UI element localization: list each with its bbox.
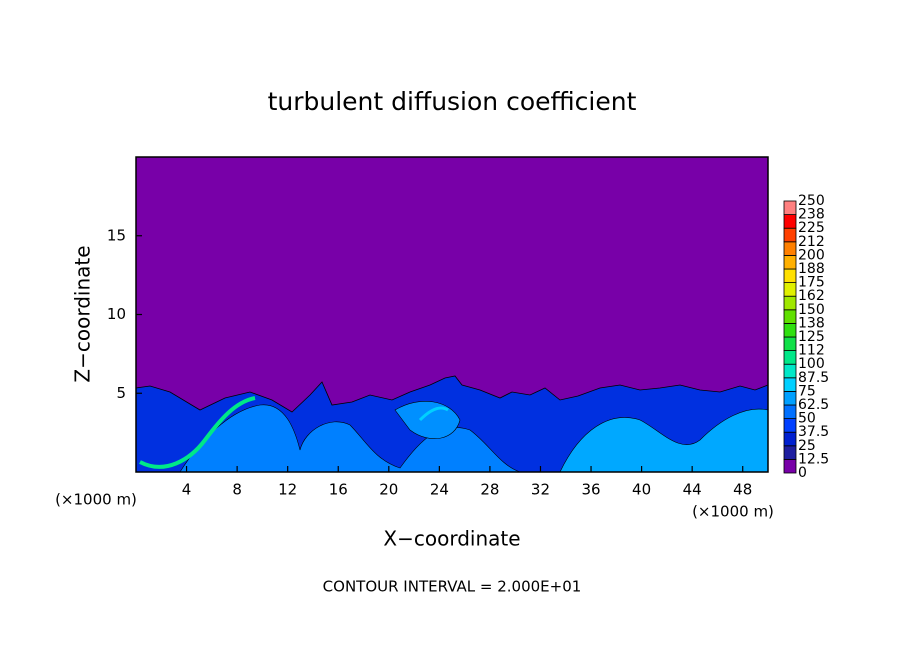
x-tick-label: 48 [733,481,752,499]
x-tick-label: 24 [430,481,449,499]
colorbar-label: 75 [798,383,816,399]
colorbar-box [783,377,797,392]
colorbar-box [783,431,797,447]
colorbar-box [783,418,797,433]
y-tick-label: 15 [107,226,126,244]
colorbar-label: 100 [798,356,825,372]
x-tick-label: 12 [278,481,297,499]
colorbar-label: 62.5 [798,397,829,413]
x-tick-label: 20 [379,481,398,499]
colorbar-box [783,227,797,243]
colorbar-label: 212 [798,234,825,250]
colorbar-box [783,404,797,420]
colorbar-box [783,214,797,229]
colorbar-box [783,309,797,324]
colorbar-box [783,390,797,406]
field-layer [179,404,521,473]
colorbar-box [783,350,797,365]
footnote: CONTOUR INTERVAL = 2.000E+01 [323,578,582,596]
x-tick-label: 16 [329,481,348,499]
colorbar-label: 238 [798,207,825,223]
colorbar-box [783,241,797,256]
colorbar-box [783,336,797,352]
field-streak [139,396,256,469]
colorbar-label: 87.5 [798,370,829,386]
colorbar-box [783,445,797,460]
x-tick-label: 4 [182,481,192,499]
colorbar-label: 225 [798,220,825,236]
colorbar-label: 175 [798,275,825,291]
colorbar-label: 37.5 [798,424,829,440]
colorbar-label: 12.5 [798,451,829,467]
y-tick-label: 5 [116,384,126,402]
field-layer [559,408,769,473]
colorbar-label: 200 [798,247,825,263]
colorbar-label: 138 [798,315,825,331]
y-unit: (×1000 m) [55,491,137,509]
colorbar-box [783,200,797,216]
field-layer [394,400,461,439]
field-streak [418,406,449,422]
x-tick-label: 36 [581,481,600,499]
y-axis-title: Z−coordinate [71,245,95,382]
x-tick-label: 28 [480,481,499,499]
colorbar-box [783,268,797,284]
x-tick-label: 44 [683,481,702,499]
x-axis-title: X−coordinate [383,527,520,551]
colorbar-label: 0 [798,465,807,481]
y-tick-label: 10 [107,305,126,323]
colorbar-box [783,282,797,297]
chart-title: turbulent diffusion coefficient [268,87,637,116]
colorbar-box [783,254,797,270]
x-unit: (×1000 m) [692,503,774,521]
colorbar-label: 188 [798,261,825,277]
field [135,157,769,473]
colorbar-box [783,322,797,338]
colorbar-label: 112 [798,343,825,359]
x-tick-label: 32 [531,481,550,499]
colorbar-label: 50 [798,411,816,427]
colorbar-label: 150 [798,302,825,318]
colorbar-label: 162 [798,288,825,304]
colorbar-box [783,458,797,474]
x-tick-label: 40 [632,481,651,499]
colorbar-box [783,363,797,379]
colorbar-label: 125 [798,329,825,345]
colorbar-label: 25 [798,438,816,454]
colorbar-label: 250 [798,193,825,209]
x-tick-label: 8 [232,481,242,499]
colorbar-box [783,295,797,311]
